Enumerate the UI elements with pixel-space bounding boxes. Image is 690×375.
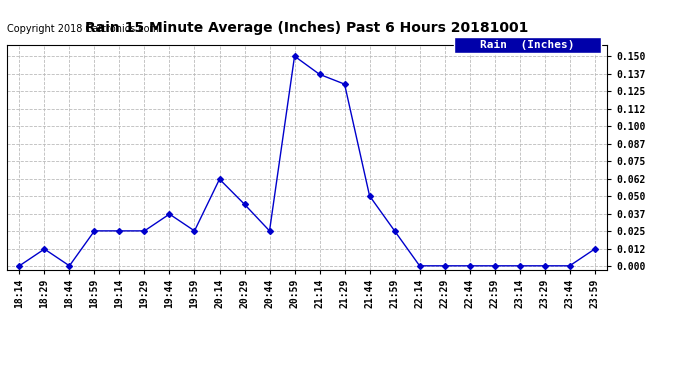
Title: Rain 15 Minute Average (Inches) Past 6 Hours 20181001: Rain 15 Minute Average (Inches) Past 6 H… (86, 21, 529, 34)
Text: Copyright 2018 Cartronics.com: Copyright 2018 Cartronics.com (7, 24, 159, 34)
